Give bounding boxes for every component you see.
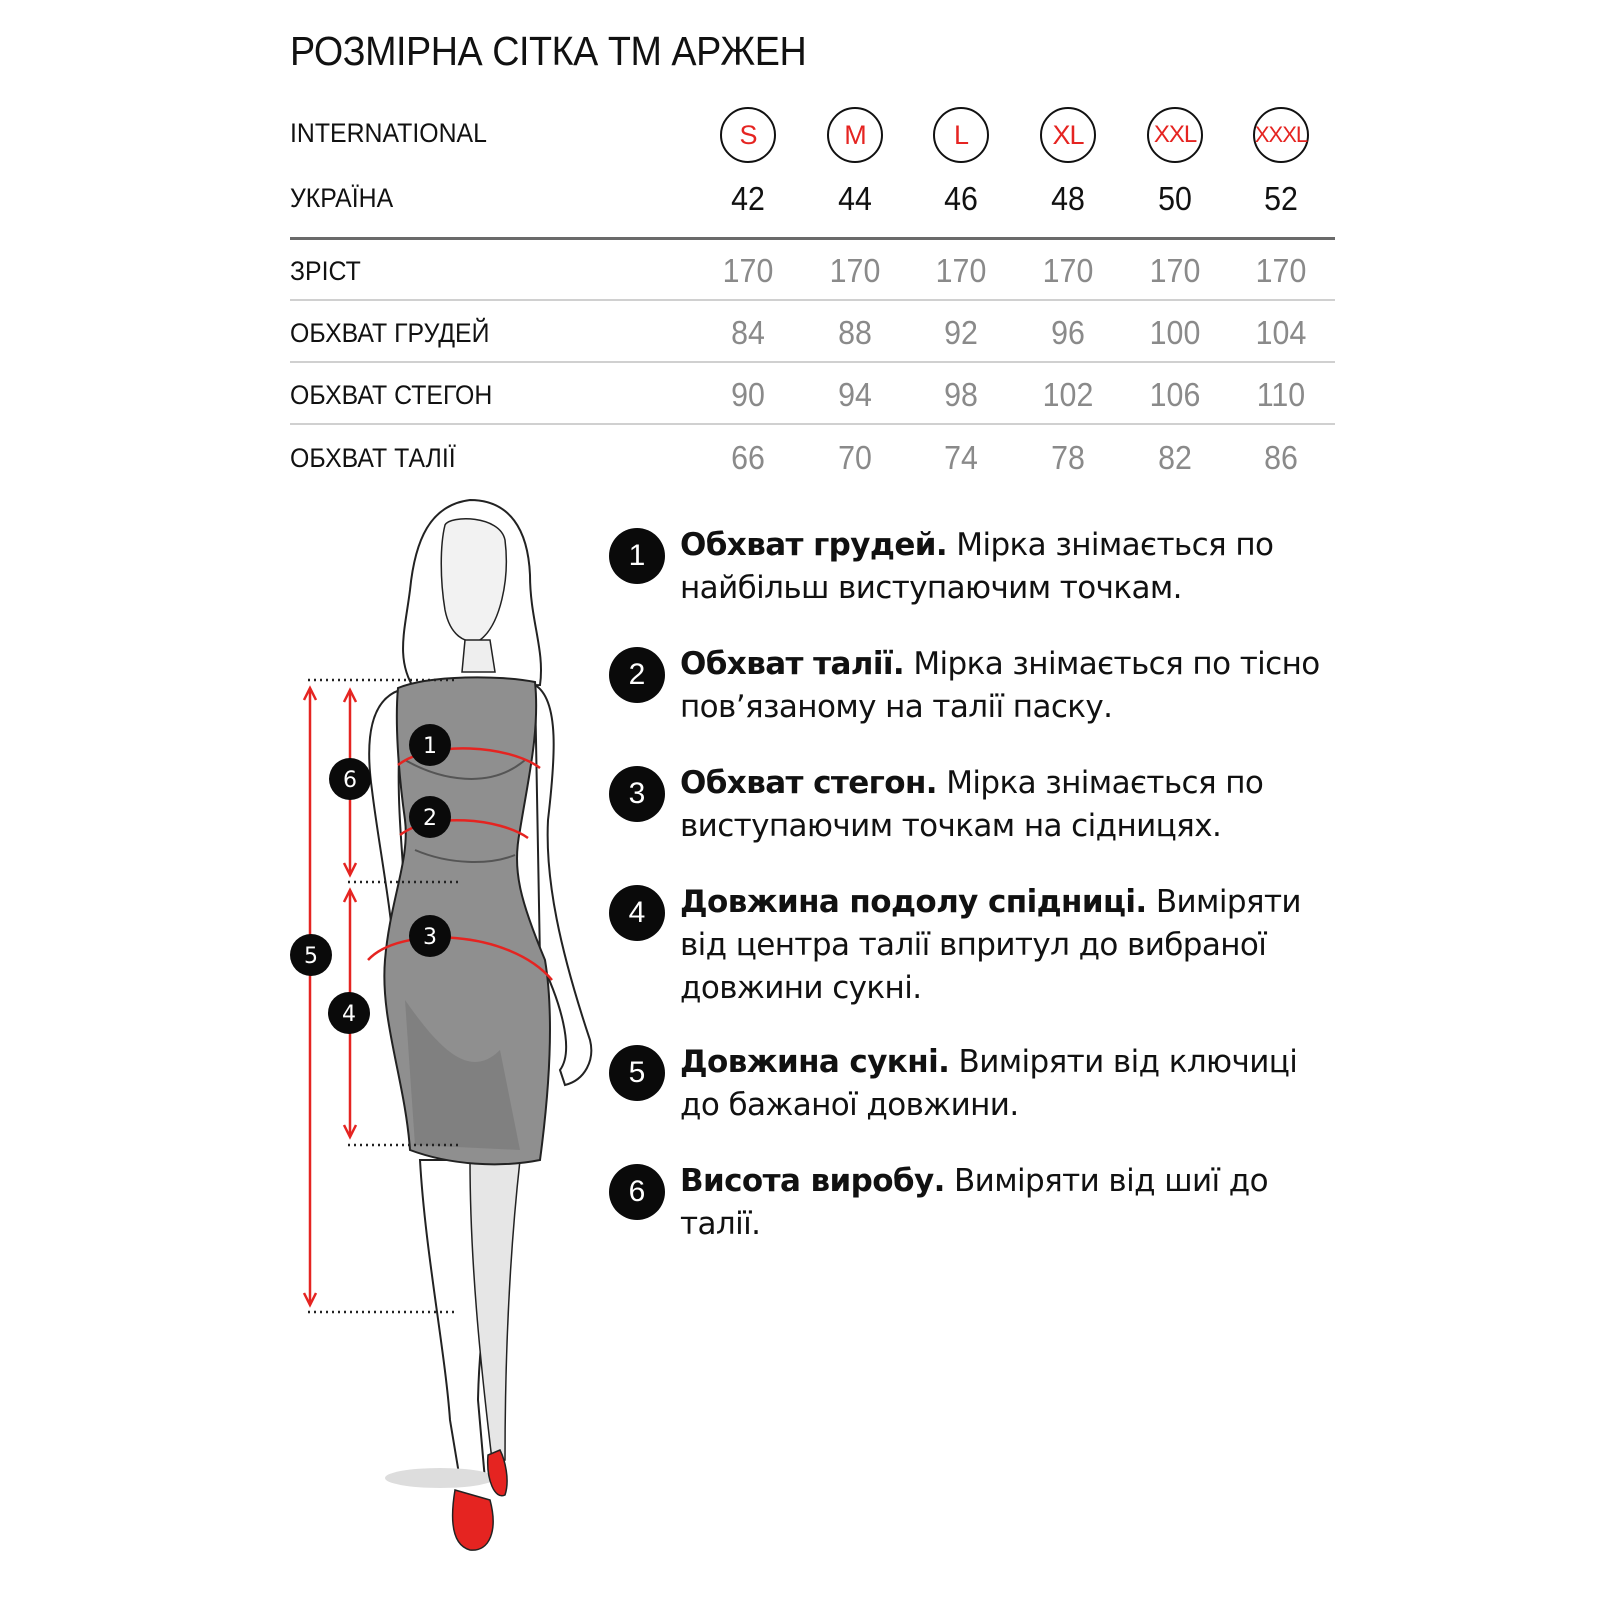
instruction-title: Висота виробу. xyxy=(680,1163,945,1199)
instruction-title: Обхват стегон. xyxy=(680,765,938,801)
instruction-text: Висота виробу. Виміряти від шиї до талії… xyxy=(680,1160,1340,1246)
table-cell: 104 xyxy=(1255,314,1307,351)
table-cell: 90 xyxy=(731,376,765,413)
instruction-body: Мірка знімається по тісно пов’язаному на… xyxy=(680,646,1320,725)
table-cell: 170 xyxy=(1042,252,1094,289)
row-label: ОБХВАТ ГРУДЕЙ xyxy=(290,318,490,348)
instruction-title: Довжина подолу спідниці. xyxy=(680,884,1147,920)
figure-marker-label: 3 xyxy=(423,925,437,950)
table-cell: 96 xyxy=(1051,314,1085,351)
table-cell: 170 xyxy=(1149,252,1201,289)
row-label: ОБХВАТ СТЕГОН xyxy=(290,380,493,410)
size-badge: XXL xyxy=(1147,107,1203,163)
instruction-title: Довжина сукні. xyxy=(680,1044,950,1080)
row-label: ЗРІСТ xyxy=(290,256,361,286)
instruction-number: 6 xyxy=(609,1164,665,1220)
instruction-text: Обхват грудей. Мірка знімається по найбі… xyxy=(680,524,1340,610)
instruction-number: 4 xyxy=(609,885,665,941)
instruction-number: 1 xyxy=(609,528,665,584)
instruction-number: 3 xyxy=(609,766,665,822)
size-badge: XL xyxy=(1040,107,1096,163)
figure-marker-label: 5 xyxy=(304,944,318,969)
instruction-body: Виміряти від шиї до талії. xyxy=(680,1163,1269,1242)
waist-measure-line xyxy=(399,819,529,840)
header-divider xyxy=(290,237,1335,240)
size-badge: XXXL xyxy=(1253,107,1309,163)
table-cell: 84 xyxy=(731,314,765,351)
size-badge: L xyxy=(933,107,989,163)
table-cell: 170 xyxy=(722,252,774,289)
instruction-body: Виміряти від центра талії впритул до виб… xyxy=(680,884,1302,1006)
ua-size-cell: 52 xyxy=(1264,180,1298,217)
instruction-body: Мірка знімається по найбільш виступаючим… xyxy=(680,527,1274,606)
row-divider xyxy=(290,299,1335,301)
shoe-right xyxy=(486,1449,508,1497)
table-cell: 94 xyxy=(838,376,872,413)
table-cell: 92 xyxy=(944,314,978,351)
figure-marker xyxy=(290,934,332,976)
figure-marker-label: 6 xyxy=(343,768,357,793)
figure-marker xyxy=(409,796,451,838)
table-cell: 170 xyxy=(1255,252,1307,289)
figure-marker xyxy=(328,992,370,1034)
table-cell: 100 xyxy=(1149,314,1201,351)
table-cell: 102 xyxy=(1042,376,1094,413)
table-cell: 74 xyxy=(944,439,978,476)
row-label: ОБХВАТ ТАЛІЇ xyxy=(290,443,456,473)
figure-marker xyxy=(409,915,451,957)
instruction-number: 5 xyxy=(609,1045,665,1101)
figure-illustration: 1 2 3 4 5 6 xyxy=(290,498,593,1551)
instruction-text: Довжина сукні. Виміряти від ключиці до б… xyxy=(680,1041,1340,1127)
bust-measure-line xyxy=(397,747,541,769)
table-cell: 98 xyxy=(944,376,978,413)
size-badge: M xyxy=(827,107,883,163)
shoe-left xyxy=(451,1489,494,1551)
instruction-text: Довжина подолу спідниці. Виміряти від це… xyxy=(680,881,1340,1010)
table-cell: 106 xyxy=(1149,376,1201,413)
instruction-body: Мірка знімається по виступаючим точкам н… xyxy=(680,765,1264,844)
instruction-text: Обхват стегон. Мірка знімається по висту… xyxy=(680,762,1340,848)
table-cell: 70 xyxy=(838,439,872,476)
table-cell: 170 xyxy=(829,252,881,289)
instruction-title: Обхват талії. xyxy=(680,646,905,682)
ua-size-cell: 42 xyxy=(731,180,765,217)
page-title: РОЗМІРНА СІТКА ТМ АРЖЕН xyxy=(290,28,807,74)
table-cell: 170 xyxy=(935,252,987,289)
hip-measure-line xyxy=(367,936,553,981)
table-cell: 66 xyxy=(731,439,765,476)
table-cell: 86 xyxy=(1264,439,1298,476)
table-cell: 110 xyxy=(1256,376,1306,413)
ua-size-cell: 44 xyxy=(838,180,872,217)
ua-size-cell: 46 xyxy=(944,180,978,217)
row-divider xyxy=(290,361,1335,363)
row-label: УКРАЇНА xyxy=(290,183,394,213)
arm-right xyxy=(533,683,593,1087)
figure-marker-label: 4 xyxy=(342,1002,356,1027)
table-cell: 82 xyxy=(1158,439,1192,476)
figure-marker-label: 1 xyxy=(423,734,437,759)
instruction-text: Обхват талії. Мірка знімається по тісно … xyxy=(680,643,1340,729)
figure-marker xyxy=(329,758,371,800)
instruction-title: Обхват грудей. xyxy=(680,527,948,563)
instruction-body: Виміряти від ключиці до бажаної довжини. xyxy=(680,1044,1298,1123)
ua-size-cell: 48 xyxy=(1051,180,1085,217)
figure-marker xyxy=(409,724,451,766)
head-shape xyxy=(440,518,508,642)
ua-size-cell: 50 xyxy=(1158,180,1192,217)
table-cell: 78 xyxy=(1051,439,1085,476)
table-cell: 88 xyxy=(838,314,872,351)
figure-marker-label: 2 xyxy=(423,806,437,831)
size-badge: S xyxy=(720,107,776,163)
row-divider xyxy=(290,423,1335,425)
row-label: INTERNATIONAL xyxy=(290,118,487,148)
instruction-number: 2 xyxy=(609,647,665,703)
